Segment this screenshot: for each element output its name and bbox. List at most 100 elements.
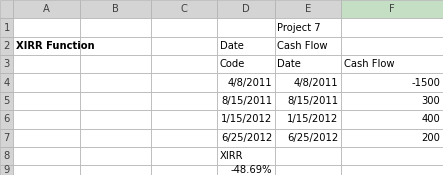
Bar [341, 37, 443, 55]
Text: A: A [43, 4, 50, 14]
Bar [151, 147, 217, 165]
Text: 8/15/2011: 8/15/2011 [288, 96, 338, 106]
Bar [0, 18, 13, 37]
Bar [0, 147, 13, 165]
Bar [275, 18, 341, 37]
Bar [151, 37, 217, 55]
Text: B: B [112, 4, 119, 14]
Bar [275, 74, 341, 92]
Text: F: F [389, 4, 395, 14]
Bar [13, 92, 80, 110]
Bar [13, 55, 80, 74]
Bar [151, 129, 217, 147]
Bar [217, 37, 275, 55]
Bar [341, 92, 443, 110]
Bar [0, 74, 13, 92]
Bar [151, 55, 217, 74]
Bar [0, 0, 13, 18]
Text: D: D [242, 4, 250, 14]
Bar [80, 18, 151, 37]
Bar [80, 129, 151, 147]
Bar [0, 165, 13, 175]
Text: 1/15/2012: 1/15/2012 [287, 114, 338, 124]
Bar [13, 165, 80, 175]
Text: 4: 4 [4, 78, 10, 88]
Bar [341, 0, 443, 18]
Bar [80, 55, 151, 74]
Text: C: C [180, 4, 187, 14]
Bar [13, 0, 80, 18]
Bar [341, 74, 443, 92]
Bar [13, 18, 80, 37]
Bar [80, 0, 151, 18]
Text: 8/15/2011: 8/15/2011 [221, 96, 272, 106]
Bar [80, 74, 151, 92]
Bar [13, 110, 80, 129]
Bar [275, 110, 341, 129]
Text: 1/15/2012: 1/15/2012 [221, 114, 272, 124]
Bar [151, 165, 217, 175]
Bar [341, 18, 443, 37]
Bar [217, 0, 275, 18]
Text: Cash Flow: Cash Flow [344, 59, 394, 69]
Bar [275, 92, 341, 110]
Bar [341, 147, 443, 165]
Bar [13, 74, 80, 92]
Bar [275, 147, 341, 165]
Text: XIRR: XIRR [220, 151, 243, 161]
Text: Date: Date [277, 59, 301, 69]
Bar [217, 147, 275, 165]
Text: 7: 7 [4, 133, 10, 143]
Bar [217, 110, 275, 129]
Bar [341, 129, 443, 147]
Text: -48.69%: -48.69% [230, 165, 272, 175]
Text: 4/8/2011: 4/8/2011 [227, 78, 272, 88]
Text: -1500: -1500 [412, 78, 440, 88]
Text: XIRR Function: XIRR Function [16, 41, 94, 51]
Text: 300: 300 [422, 96, 440, 106]
Bar [275, 0, 341, 18]
Bar [217, 165, 275, 175]
Text: 3: 3 [4, 59, 10, 69]
Bar [217, 92, 275, 110]
Bar [13, 37, 80, 55]
Text: E: E [305, 4, 311, 14]
Bar [217, 129, 275, 147]
Bar [341, 165, 443, 175]
Bar [341, 110, 443, 129]
Bar [341, 55, 443, 74]
Text: 200: 200 [421, 133, 440, 143]
Bar [151, 74, 217, 92]
Text: 6: 6 [4, 114, 10, 124]
Text: 1: 1 [4, 23, 10, 33]
Text: 9: 9 [4, 165, 10, 175]
Bar [217, 18, 275, 37]
Bar [151, 18, 217, 37]
Bar [0, 92, 13, 110]
Text: Cash Flow: Cash Flow [277, 41, 328, 51]
Bar [275, 129, 341, 147]
Bar [13, 147, 80, 165]
Bar [13, 129, 80, 147]
Bar [275, 55, 341, 74]
Bar [80, 110, 151, 129]
Text: 400: 400 [422, 114, 440, 124]
Bar [151, 92, 217, 110]
Bar [217, 74, 275, 92]
Bar [80, 147, 151, 165]
Bar [275, 165, 341, 175]
Text: Code: Code [220, 59, 245, 69]
Text: 8: 8 [4, 151, 10, 161]
Text: 6/25/2012: 6/25/2012 [287, 133, 338, 143]
Bar [80, 165, 151, 175]
Text: Project 7: Project 7 [277, 23, 321, 33]
Text: 5: 5 [4, 96, 10, 106]
Bar [80, 92, 151, 110]
Bar [0, 110, 13, 129]
Bar [151, 0, 217, 18]
Text: Date: Date [220, 41, 244, 51]
Bar [0, 37, 13, 55]
Bar [151, 110, 217, 129]
Text: 6/25/2012: 6/25/2012 [221, 133, 272, 143]
Bar [275, 37, 341, 55]
